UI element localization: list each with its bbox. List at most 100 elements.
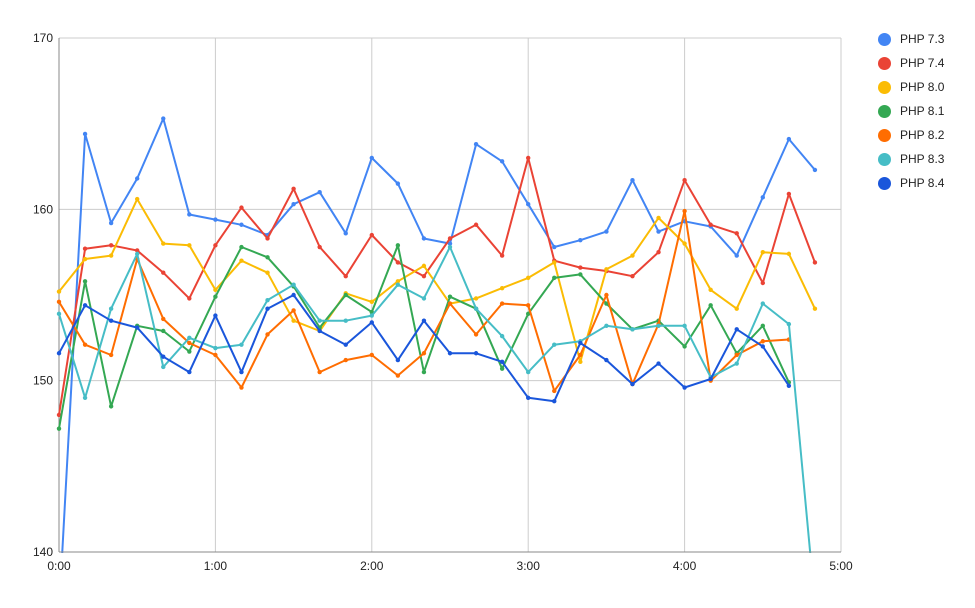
data-point bbox=[526, 395, 531, 400]
data-point bbox=[552, 260, 557, 265]
data-point bbox=[656, 249, 661, 255]
data-point bbox=[317, 244, 322, 250]
data-point bbox=[161, 354, 166, 359]
data-point bbox=[187, 349, 192, 354]
data-point bbox=[552, 275, 557, 281]
data-point bbox=[239, 222, 244, 227]
series-php-8-4 bbox=[56, 292, 792, 404]
data-point bbox=[630, 273, 635, 279]
data-point bbox=[369, 352, 374, 358]
legend-item: PHP 8.1 bbox=[878, 99, 944, 123]
data-point bbox=[56, 289, 62, 294]
data-point bbox=[760, 280, 765, 286]
data-point bbox=[395, 357, 401, 363]
data-point bbox=[317, 369, 322, 375]
series-php-7-4 bbox=[56, 155, 818, 418]
data-point bbox=[82, 395, 88, 400]
data-point bbox=[734, 352, 739, 358]
legend-item: PHP 8.4 bbox=[878, 171, 944, 195]
data-point bbox=[213, 345, 218, 351]
legend-label: PHP 8.3 bbox=[900, 152, 945, 166]
data-point bbox=[708, 287, 713, 293]
data-point bbox=[187, 296, 192, 301]
data-point bbox=[734, 327, 739, 332]
data-point bbox=[499, 159, 505, 164]
data-point bbox=[578, 352, 583, 358]
data-point bbox=[343, 318, 348, 323]
data-point bbox=[499, 301, 505, 306]
data-point bbox=[526, 275, 531, 281]
data-point bbox=[135, 248, 140, 253]
data-point bbox=[317, 190, 322, 195]
data-point bbox=[265, 332, 270, 337]
data-point bbox=[786, 383, 792, 389]
series-php-7-3 bbox=[58, 116, 818, 608]
data-point bbox=[135, 325, 140, 330]
series-line bbox=[58, 117, 816, 608]
data-point bbox=[395, 260, 401, 265]
data-point bbox=[499, 366, 505, 371]
data-point bbox=[161, 270, 166, 275]
legend-label: PHP 8.2 bbox=[900, 128, 945, 142]
data-point bbox=[421, 351, 427, 356]
data-point bbox=[552, 388, 557, 394]
data-point bbox=[604, 357, 609, 363]
data-point bbox=[708, 376, 713, 382]
data-point bbox=[265, 297, 270, 303]
data-point bbox=[786, 321, 792, 327]
data-point bbox=[161, 364, 166, 370]
data-point bbox=[161, 241, 166, 246]
data-point bbox=[239, 342, 244, 347]
data-point bbox=[682, 241, 687, 246]
data-point bbox=[526, 155, 531, 161]
x-tick-label: 2:00 bbox=[360, 559, 384, 573]
legend-item: PHP 7.3 bbox=[878, 27, 944, 51]
legend-label: PHP 7.4 bbox=[900, 56, 945, 70]
data-point bbox=[369, 320, 374, 325]
data-point bbox=[82, 256, 88, 262]
data-point bbox=[760, 195, 765, 200]
data-point bbox=[239, 369, 244, 375]
data-point bbox=[108, 404, 114, 409]
series-line bbox=[58, 246, 816, 604]
data-point bbox=[708, 303, 713, 308]
data-point bbox=[447, 236, 453, 241]
data-point bbox=[395, 243, 401, 248]
data-point bbox=[578, 359, 583, 365]
y-tick-label: 170 bbox=[33, 31, 53, 45]
data-point bbox=[265, 236, 270, 241]
data-point bbox=[108, 253, 114, 258]
data-point bbox=[421, 318, 427, 323]
legend-item: PHP 8.0 bbox=[878, 75, 944, 99]
y-tick-label: 140 bbox=[33, 545, 53, 559]
legend-swatch bbox=[878, 152, 891, 166]
data-point bbox=[682, 344, 687, 349]
x-axis-ticks: 0:00 1:00 2:00 3:00 4:00 5:00 bbox=[47, 559, 853, 573]
data-point bbox=[421, 273, 427, 279]
legend-label: PHP 7.3 bbox=[900, 32, 945, 46]
data-point bbox=[447, 351, 453, 356]
data-point bbox=[499, 285, 505, 291]
data-point bbox=[630, 327, 635, 332]
data-point bbox=[473, 306, 479, 311]
data-point bbox=[447, 301, 453, 306]
y-axis-ticks: 140 150 160 170 bbox=[33, 31, 53, 559]
data-point bbox=[108, 306, 114, 311]
x-tick-label: 3:00 bbox=[517, 559, 541, 573]
data-point bbox=[656, 215, 661, 221]
data-point bbox=[526, 201, 531, 207]
data-point bbox=[421, 263, 427, 269]
legend-label: PHP 8.1 bbox=[900, 104, 945, 118]
data-point bbox=[604, 267, 609, 272]
data-point bbox=[291, 201, 296, 207]
data-point bbox=[56, 426, 62, 431]
data-point bbox=[604, 229, 609, 234]
data-point bbox=[526, 303, 531, 308]
data-point bbox=[812, 260, 818, 265]
data-point bbox=[578, 272, 583, 277]
data-point bbox=[56, 412, 62, 418]
data-point bbox=[187, 369, 192, 375]
x-tick-label: 1:00 bbox=[204, 559, 228, 573]
data-point bbox=[760, 344, 765, 349]
